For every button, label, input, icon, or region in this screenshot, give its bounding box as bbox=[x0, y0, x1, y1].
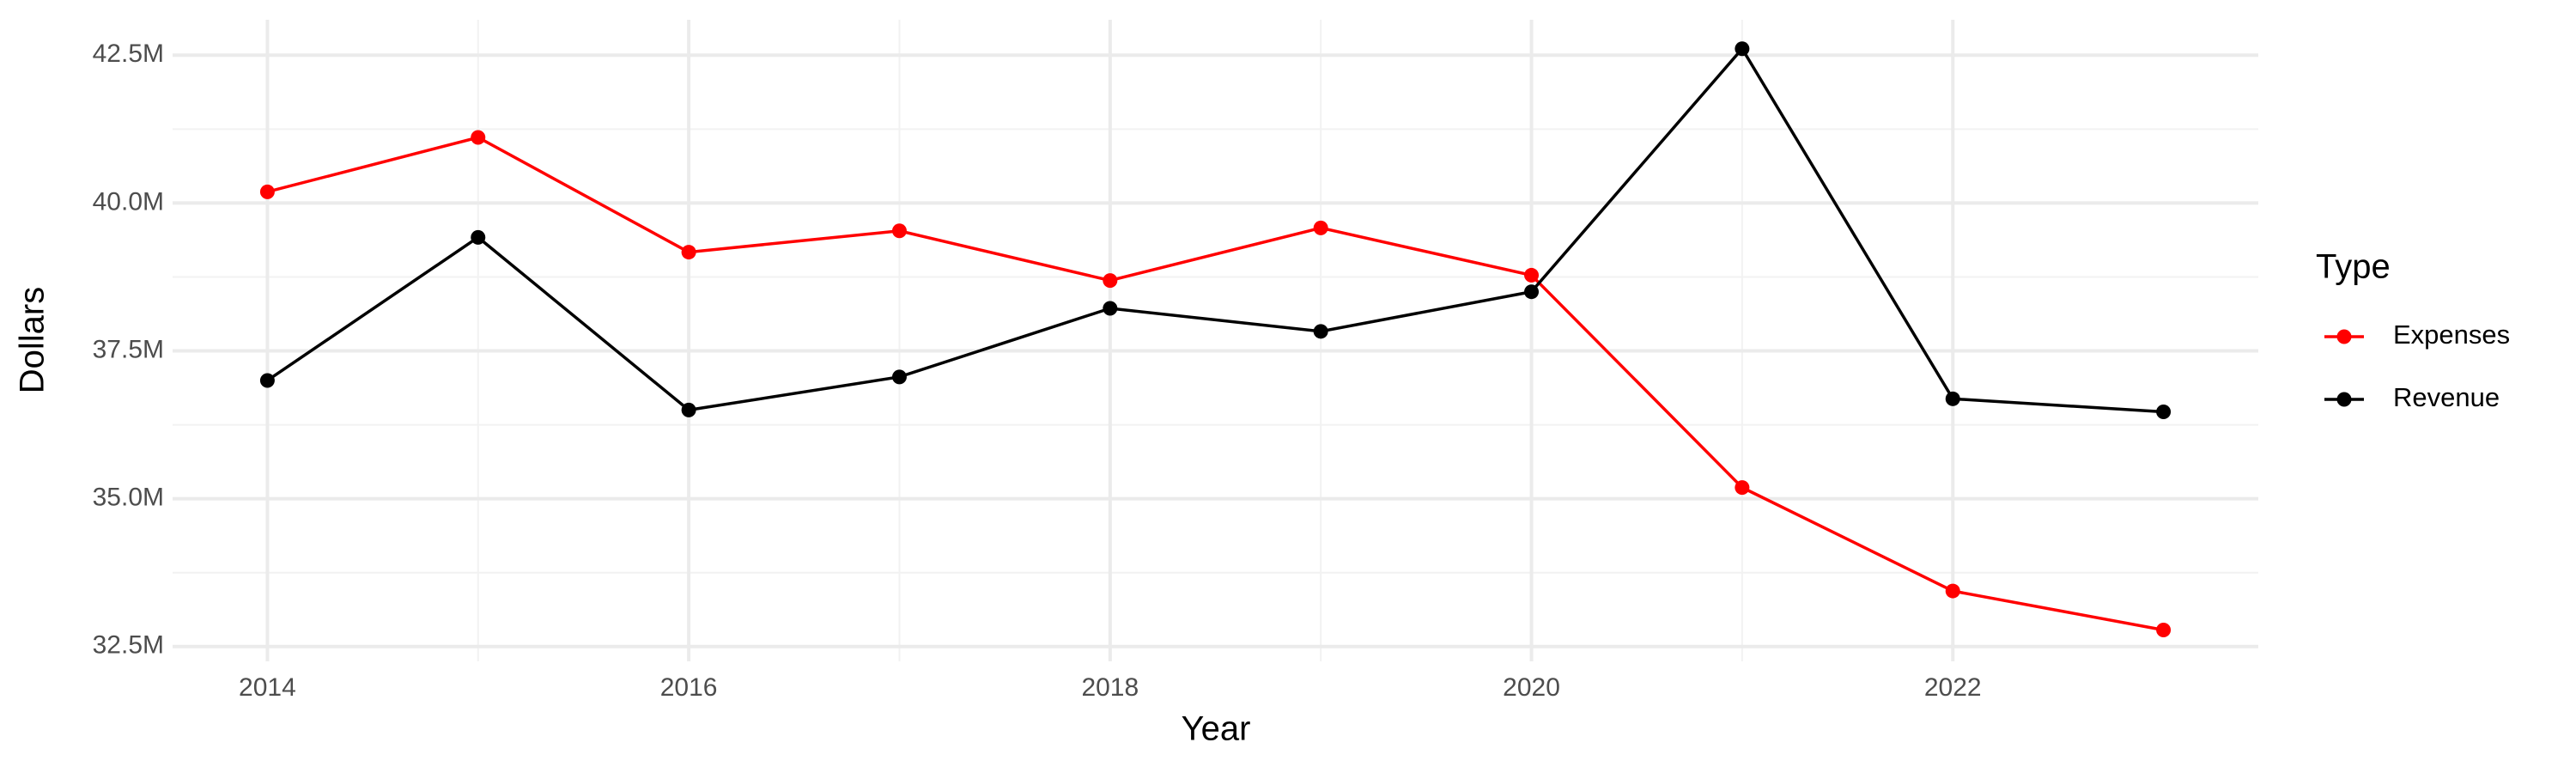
y-tick-label: 35.0M bbox=[93, 484, 164, 512]
legend-label: Expenses bbox=[2393, 320, 2510, 350]
data-point bbox=[1313, 324, 1328, 339]
data-point bbox=[1524, 284, 1540, 300]
data-point bbox=[1524, 267, 1540, 283]
data-point bbox=[681, 402, 696, 417]
data-point bbox=[259, 184, 275, 199]
data-point bbox=[891, 223, 907, 239]
data-point bbox=[1103, 301, 1118, 316]
data-point bbox=[2156, 623, 2172, 638]
data-point bbox=[471, 130, 486, 145]
y-tick-label: 32.5M bbox=[93, 631, 164, 660]
legend-label: Revenue bbox=[2393, 382, 2500, 412]
data-point bbox=[1735, 480, 1750, 496]
data-point bbox=[891, 369, 907, 385]
x-axis-title: Year bbox=[1182, 710, 1251, 748]
series-line bbox=[266, 136, 2164, 632]
legend-title: Type bbox=[2316, 248, 2391, 286]
legend-key-point bbox=[2336, 329, 2352, 344]
data-point bbox=[681, 245, 696, 260]
data-point bbox=[1103, 273, 1118, 289]
y-axis-title: Dollars bbox=[14, 287, 52, 393]
data-point bbox=[471, 229, 486, 245]
y-tick-label: 40.0M bbox=[93, 187, 164, 216]
data-point bbox=[1735, 41, 1750, 57]
y-tick-label: 42.5M bbox=[93, 40, 164, 68]
data-point bbox=[259, 373, 275, 388]
data-point bbox=[2156, 404, 2172, 419]
y-tick-label: 37.5M bbox=[93, 335, 164, 363]
x-tick-label: 2022 bbox=[1924, 673, 1982, 702]
x-tick-label: 2020 bbox=[1503, 673, 1560, 702]
data-point bbox=[1945, 391, 1960, 406]
x-tick-label: 2016 bbox=[660, 673, 718, 702]
x-tick-label: 2014 bbox=[239, 673, 296, 702]
data-point bbox=[1313, 220, 1328, 235]
x-tick-label: 2018 bbox=[1081, 673, 1139, 702]
series-line bbox=[266, 46, 2164, 414]
data-point bbox=[1945, 583, 1960, 599]
legend-key-point bbox=[2336, 392, 2352, 407]
